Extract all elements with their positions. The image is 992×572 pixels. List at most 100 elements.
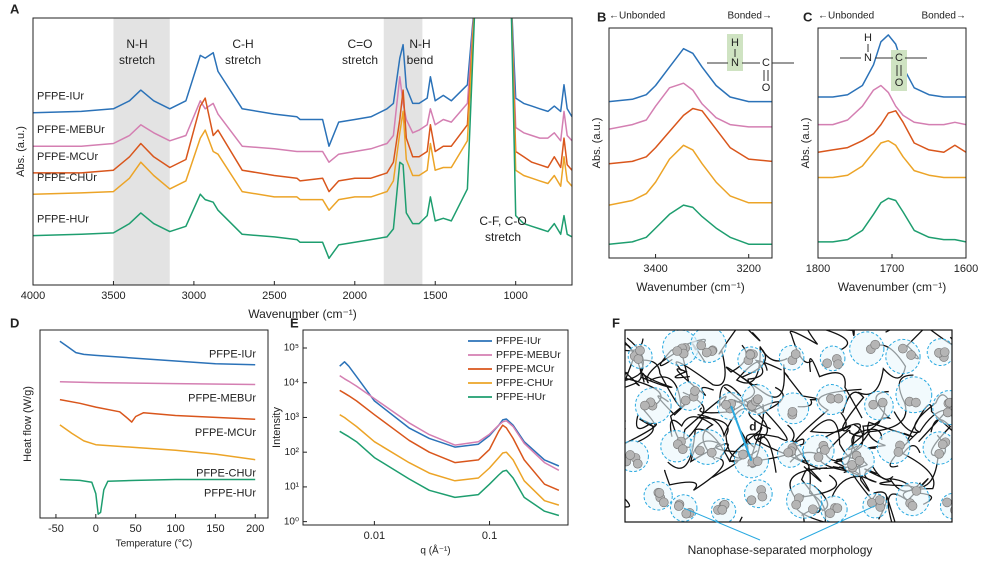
x-tick-label: 1500 — [423, 290, 447, 302]
highlight — [891, 50, 907, 91]
annotation: stretch — [119, 53, 155, 67]
hard-segment — [911, 486, 922, 496]
hard-segment — [937, 439, 948, 450]
hard-segment — [672, 346, 683, 356]
x-tick-label: 50 — [130, 523, 142, 535]
series-label: PFPE-MCUr — [195, 427, 256, 439]
series-line — [339, 361, 560, 467]
y-axis-label: Intensity — [271, 407, 283, 448]
polymer-chain — [839, 465, 894, 483]
hard-segment — [790, 349, 801, 359]
series-line — [609, 47, 772, 103]
hard-segment — [753, 394, 763, 404]
hard-segment — [893, 447, 904, 457]
polymer-chain — [634, 359, 682, 408]
hard-segment — [820, 445, 830, 455]
domain — [895, 376, 933, 414]
hard-segment — [695, 445, 705, 456]
x-tick-label: 1700 — [880, 263, 904, 275]
polymer-chain — [841, 391, 865, 432]
hard-segment — [833, 393, 844, 404]
atom: N — [731, 57, 739, 69]
domain — [689, 429, 726, 465]
series-line — [59, 478, 256, 515]
series-line — [609, 144, 772, 206]
hard-segment — [757, 491, 768, 502]
series-line — [339, 374, 560, 471]
x-axis-label: Temperature (°C) — [116, 539, 193, 550]
polymer-chain — [857, 344, 907, 396]
x-tick-label: 3500 — [101, 290, 125, 302]
series-label: PFPE-MCUr — [37, 151, 98, 163]
series-line — [609, 204, 772, 245]
hard-segment — [833, 359, 843, 370]
x-tick-label: 4000 — [21, 290, 45, 302]
atom: N — [864, 52, 872, 64]
series-line — [59, 398, 256, 423]
y-axis-label: Abs. (a.u.) — [800, 118, 812, 169]
series-label: PFPE-IUr — [209, 349, 256, 361]
plot-area — [609, 47, 772, 245]
hard-segment — [944, 397, 952, 408]
shaded-band — [113, 18, 170, 285]
legend-label: PFPE-HUr — [496, 391, 546, 403]
series-line — [609, 107, 772, 165]
x-axis-label: Wavenumber (cm⁻¹) — [838, 280, 947, 294]
polymer-chain — [625, 498, 631, 508]
polymer-chain — [808, 358, 863, 419]
hard-segment — [907, 501, 918, 511]
polymer-chain — [787, 424, 822, 483]
series-line — [818, 110, 966, 153]
plot-area — [33, 18, 572, 285]
hard-segment — [934, 449, 944, 459]
domain — [786, 482, 823, 519]
hard-segment — [847, 460, 857, 470]
series-line — [339, 389, 560, 491]
series-label: PFPE-MEBUr — [188, 392, 256, 404]
hard-segment — [701, 347, 712, 358]
hard-segment — [738, 449, 748, 460]
series-line — [33, 18, 572, 260]
y-tick-label: 10³ — [285, 412, 300, 423]
hard-segment — [825, 508, 835, 519]
series-line — [609, 82, 772, 130]
distance-arrow — [730, 405, 753, 462]
x-tick-label: 2000 — [343, 290, 367, 302]
hard-segment — [854, 456, 865, 466]
atom: O — [895, 77, 904, 89]
pointer — [799, 505, 876, 541]
polymer-chain — [625, 371, 640, 388]
diagram-area — [625, 330, 952, 522]
hard-segment — [813, 452, 824, 462]
annotation: stretch — [225, 53, 261, 67]
hard-segment — [783, 447, 794, 458]
x-axis-label: Wavenumber (cm⁻¹) — [636, 280, 745, 294]
hard-segment — [906, 350, 916, 360]
direction-label: Bonded→ — [728, 11, 772, 22]
polymer-chain — [886, 478, 929, 522]
legend-label: PFPE-IUr — [496, 335, 541, 347]
series-line — [818, 84, 966, 126]
y-axis-label: Abs. (a.u.) — [15, 126, 27, 177]
domain — [876, 430, 911, 464]
x-tick-label: 0 — [93, 523, 99, 535]
x-tick-label: 3200 — [736, 263, 760, 275]
hard-segment — [870, 339, 881, 350]
hard-segment — [752, 456, 763, 467]
x-tick-label: 150 — [206, 523, 224, 535]
series-line — [59, 340, 256, 366]
atom: O — [762, 82, 771, 94]
y-tick-label: 10⁴ — [284, 377, 299, 388]
x-axis-label: Wavenumber (cm⁻¹) — [248, 307, 357, 321]
plot-area — [339, 361, 560, 517]
hard-segment — [911, 397, 921, 408]
polymer-chain — [625, 415, 657, 445]
y-axis-label: Abs. (a.u.) — [591, 118, 603, 169]
annotation: N-H — [126, 37, 147, 51]
series-line — [339, 414, 560, 506]
x-axis-label: q (Å⁻¹) — [420, 544, 450, 557]
domain — [690, 330, 727, 363]
hard-segment — [633, 354, 644, 364]
atom: C — [762, 57, 770, 69]
caption: Nanophase-separated morphology — [688, 543, 873, 557]
